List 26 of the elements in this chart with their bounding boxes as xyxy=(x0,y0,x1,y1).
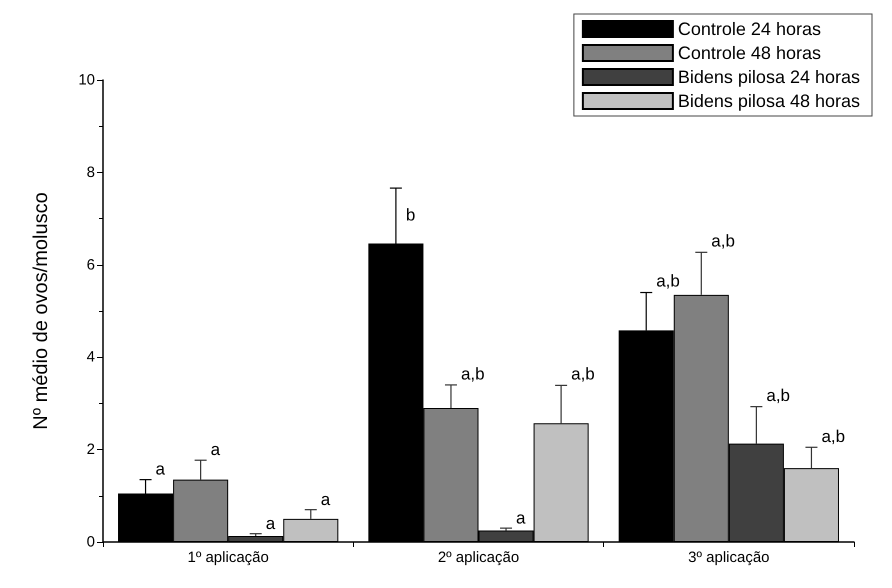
y-tick-label: 4 xyxy=(86,348,95,366)
y-tick-label: 8 xyxy=(86,164,95,181)
x-tick-label: 2º aplicação xyxy=(438,549,520,566)
data-label: a,b xyxy=(571,364,595,384)
data-label: a xyxy=(516,508,526,528)
data-label: a,b xyxy=(711,231,735,250)
data-label: a,b xyxy=(460,364,485,384)
y-tick-label: 2 xyxy=(86,441,95,458)
y-tick-label: 0 xyxy=(86,534,95,550)
x-tick-label: 1º aplicação xyxy=(187,549,269,566)
y-tick-label: 6 xyxy=(86,256,95,274)
data-label: a,b xyxy=(766,386,790,405)
data-label: a,b xyxy=(821,427,846,446)
legend-label: Bidens pilosa 48 horas xyxy=(678,91,860,111)
legend-label: Controle 24 horas xyxy=(678,19,821,39)
data-label: a xyxy=(210,440,221,460)
legend-label: Bidens pilosa 24 horas xyxy=(678,67,860,87)
x-tick-label: 3º aplicação xyxy=(688,549,770,566)
y-tick-label: 10 xyxy=(78,72,95,88)
data-label: a xyxy=(320,490,331,509)
legend-label: Controle 48 horas xyxy=(678,43,821,63)
data-label: b xyxy=(406,205,416,224)
data-label: a xyxy=(266,514,276,534)
data-label: a,b xyxy=(656,272,680,291)
data-label: a xyxy=(156,460,166,479)
y-axis-title: Nº médio de ovos/molusco xyxy=(30,192,52,430)
